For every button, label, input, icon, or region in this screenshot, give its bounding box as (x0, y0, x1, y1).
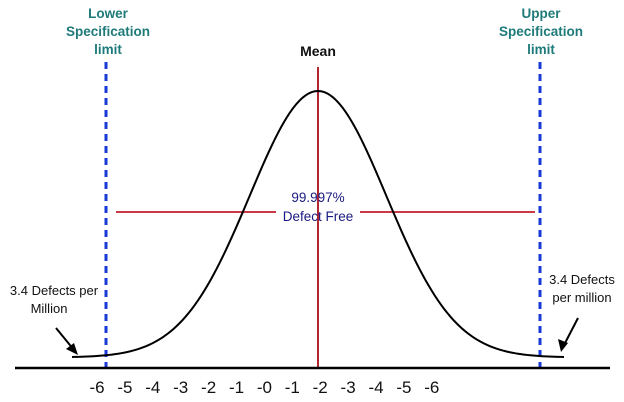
right-defects-label-line-1: 3.4 Defects (549, 272, 615, 287)
x-tick-label: -3 (173, 378, 188, 397)
x-tick-label: -4 (368, 378, 383, 397)
right-defect-arrow (558, 317, 579, 352)
x-tick-label: -2 (313, 378, 328, 397)
lower-spec-label-line-1: Lower (88, 6, 129, 21)
mean-label: Mean (300, 43, 336, 59)
left-defects-label-line-1: 3.4 Defects per (10, 283, 99, 298)
defect-free-percent: 99.997% (291, 190, 344, 205)
x-tick-label: -0 (257, 378, 272, 397)
x-tick-label: -4 (145, 378, 160, 397)
upper-spec-label-line-2: Specification (499, 24, 583, 39)
x-tick-label: -5 (117, 378, 132, 397)
x-tick-labels: -6 -5 -4 -3 -2 -1 -0 -1 -2 -3 -4 -5 -6 (89, 378, 439, 397)
bell-curve (71, 89, 565, 358)
x-tick-label: -1 (229, 378, 244, 397)
left-defect-arrow (55, 327, 78, 355)
upper-spec-label-line-3: limit (527, 42, 555, 57)
x-tick-label: -2 (201, 378, 216, 397)
x-tick-label: -6 (424, 378, 439, 397)
left-defects-label-line-2: Million (31, 301, 68, 316)
right-defects-label-line-2: per million (552, 290, 611, 305)
x-tick-label: -1 (285, 378, 300, 397)
lower-spec-label-line-3: limit (94, 42, 122, 57)
defect-free-label: Defect Free (283, 209, 354, 224)
x-tick-label: -3 (341, 378, 356, 397)
x-tick-label: -6 (89, 378, 104, 397)
x-tick-label: -5 (396, 378, 411, 397)
upper-spec-label-line-1: Upper (521, 6, 561, 21)
lower-spec-label-line-2: Specification (66, 24, 150, 39)
